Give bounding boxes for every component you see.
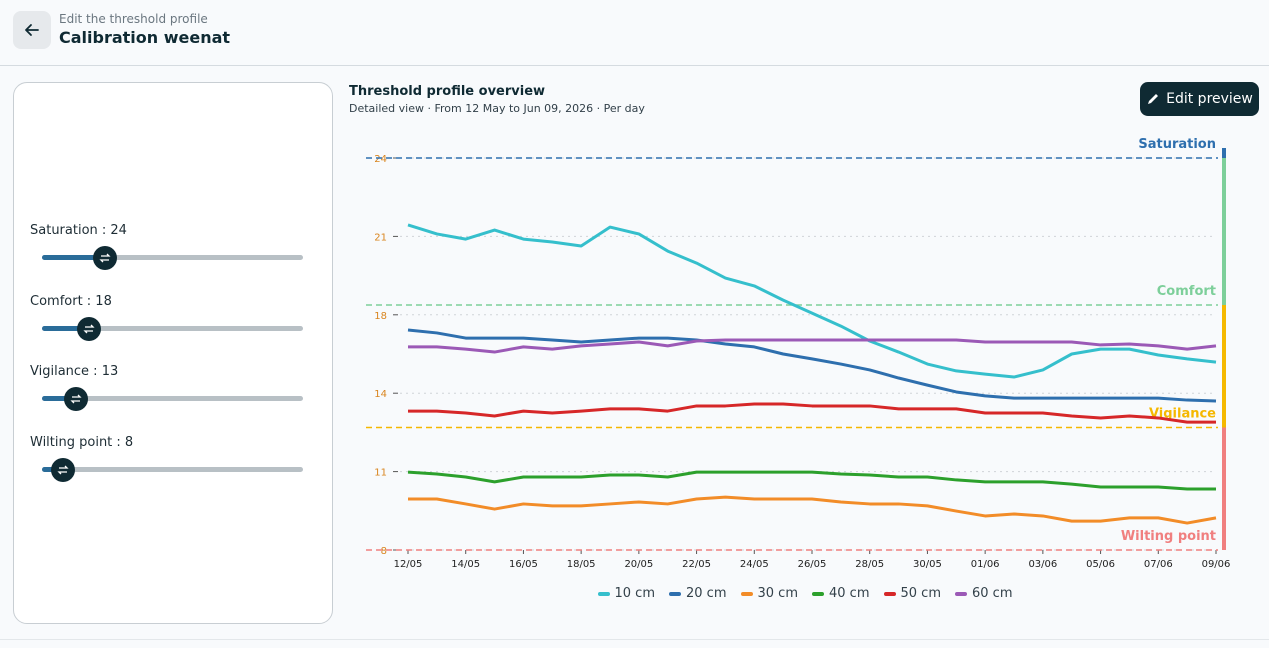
legend-swatch: [883, 591, 896, 596]
slider-knob[interactable]: [92, 246, 117, 270]
threshold-label: Wilting point: [1121, 529, 1216, 544]
header-title: Calibration weenat: [59, 28, 231, 47]
slider-label: Saturation : 24: [30, 223, 127, 238]
knob-icon: [57, 465, 69, 474]
slider-label: Vigilance : 13: [30, 364, 119, 379]
threshold-band: [1222, 305, 1226, 428]
legend-swatch: [597, 591, 610, 596]
threshold-band: [1222, 158, 1226, 305]
slider-fill: [42, 325, 89, 331]
legend: 10 cm 20 cm 30 cm 40 cm 50 cm 60 cm: [340, 586, 1269, 601]
legend-item: 10 cm: [597, 586, 656, 601]
button-label: Edit preview: [1166, 91, 1253, 107]
series-line: [408, 402, 1216, 424]
legend-item: 60 cm: [955, 586, 1013, 601]
legend-label: 60 cm: [972, 586, 1013, 601]
knob-icon: [99, 253, 111, 263]
legend-label: 50 cm: [900, 586, 942, 601]
knob-icon: [70, 394, 82, 404]
slider-knob[interactable]: [50, 457, 75, 482]
legend-swatch: [955, 591, 967, 596]
x-tick-label: 22/05: [682, 559, 711, 570]
back-icon: [25, 24, 39, 36]
slider-track: [42, 396, 303, 401]
threshold-band: [1222, 148, 1226, 158]
legend-label: 20 cm: [686, 586, 727, 601]
series-line: [408, 338, 1217, 354]
y-tick-label: 8: [381, 546, 387, 557]
series-line: [407, 328, 1217, 403]
x-tick-label: 26/05: [798, 559, 827, 570]
series-line: [407, 223, 1217, 379]
chart-subtitle: Detailed view · From 12 May to Jun 09, 2…: [349, 102, 645, 115]
x-tick-label: 05/06: [1086, 559, 1115, 570]
x-tick-label: 30/05: [913, 559, 942, 570]
threshold-band: [1222, 427, 1226, 550]
legend-item: 30 cm: [740, 586, 799, 601]
legend-item: 40 cm: [812, 586, 870, 601]
slider-track: [42, 255, 303, 260]
y-tick-label: 24: [374, 154, 387, 165]
chart-title: Threshold profile overview: [349, 84, 545, 99]
y-tick-label: 14: [374, 389, 387, 400]
slider-track: [42, 466, 303, 472]
threshold-label: Saturation: [1138, 137, 1216, 152]
legend-label: 40 cm: [829, 586, 870, 601]
x-tick-label: 20/05: [624, 559, 653, 570]
slider-fill: [42, 396, 76, 401]
slider-label: Wilting point : 8: [30, 434, 134, 450]
slider-knob[interactable]: [76, 316, 101, 341]
x-tick-label: 07/06: [1144, 559, 1173, 570]
slider-label: Comfort : 18: [30, 293, 112, 309]
pencil-icon: [1148, 94, 1159, 104]
header-subtitle: Edit the threshold profile: [59, 12, 208, 26]
legend-label: 30 cm: [757, 586, 799, 601]
slider-track: [42, 325, 303, 331]
y-tick-label: 18: [374, 311, 387, 322]
x-tick-label: 24/05: [740, 559, 769, 570]
x-tick-label: 09/06: [1202, 559, 1231, 570]
x-tick-label: 28/05: [855, 559, 884, 570]
edit-preview-button[interactable]: Edit preview: [1140, 82, 1259, 116]
series-line: [408, 495, 1217, 525]
x-tick-label: 01/06: [971, 559, 1000, 570]
x-tick-label: 03/06: [1028, 559, 1057, 570]
footer-divider: [0, 639, 1269, 640]
x-tick-label: 14/05: [451, 559, 480, 570]
legend-swatch: [812, 591, 824, 596]
legend-item: 20 cm: [669, 586, 727, 601]
series-line: [407, 470, 1216, 491]
threshold-panel: [13, 82, 333, 624]
x-tick-label: 18/05: [567, 559, 596, 570]
legend-swatch: [740, 591, 753, 596]
threshold-label: Comfort: [1157, 284, 1216, 299]
x-tick-label: 16/05: [509, 559, 538, 570]
legend-swatch: [669, 591, 681, 596]
slider-knob[interactable]: [63, 387, 88, 411]
legend-label: 10 cm: [614, 586, 656, 601]
legend-item: 50 cm: [883, 586, 942, 601]
knob-icon: [83, 324, 95, 333]
y-tick-label: 11: [374, 468, 387, 479]
y-tick-label: 21: [374, 232, 387, 243]
header-divider: [0, 65, 1269, 66]
slider-fill: [42, 255, 105, 260]
x-tick-label: 12/05: [394, 559, 423, 570]
back-button[interactable]: [13, 11, 51, 49]
